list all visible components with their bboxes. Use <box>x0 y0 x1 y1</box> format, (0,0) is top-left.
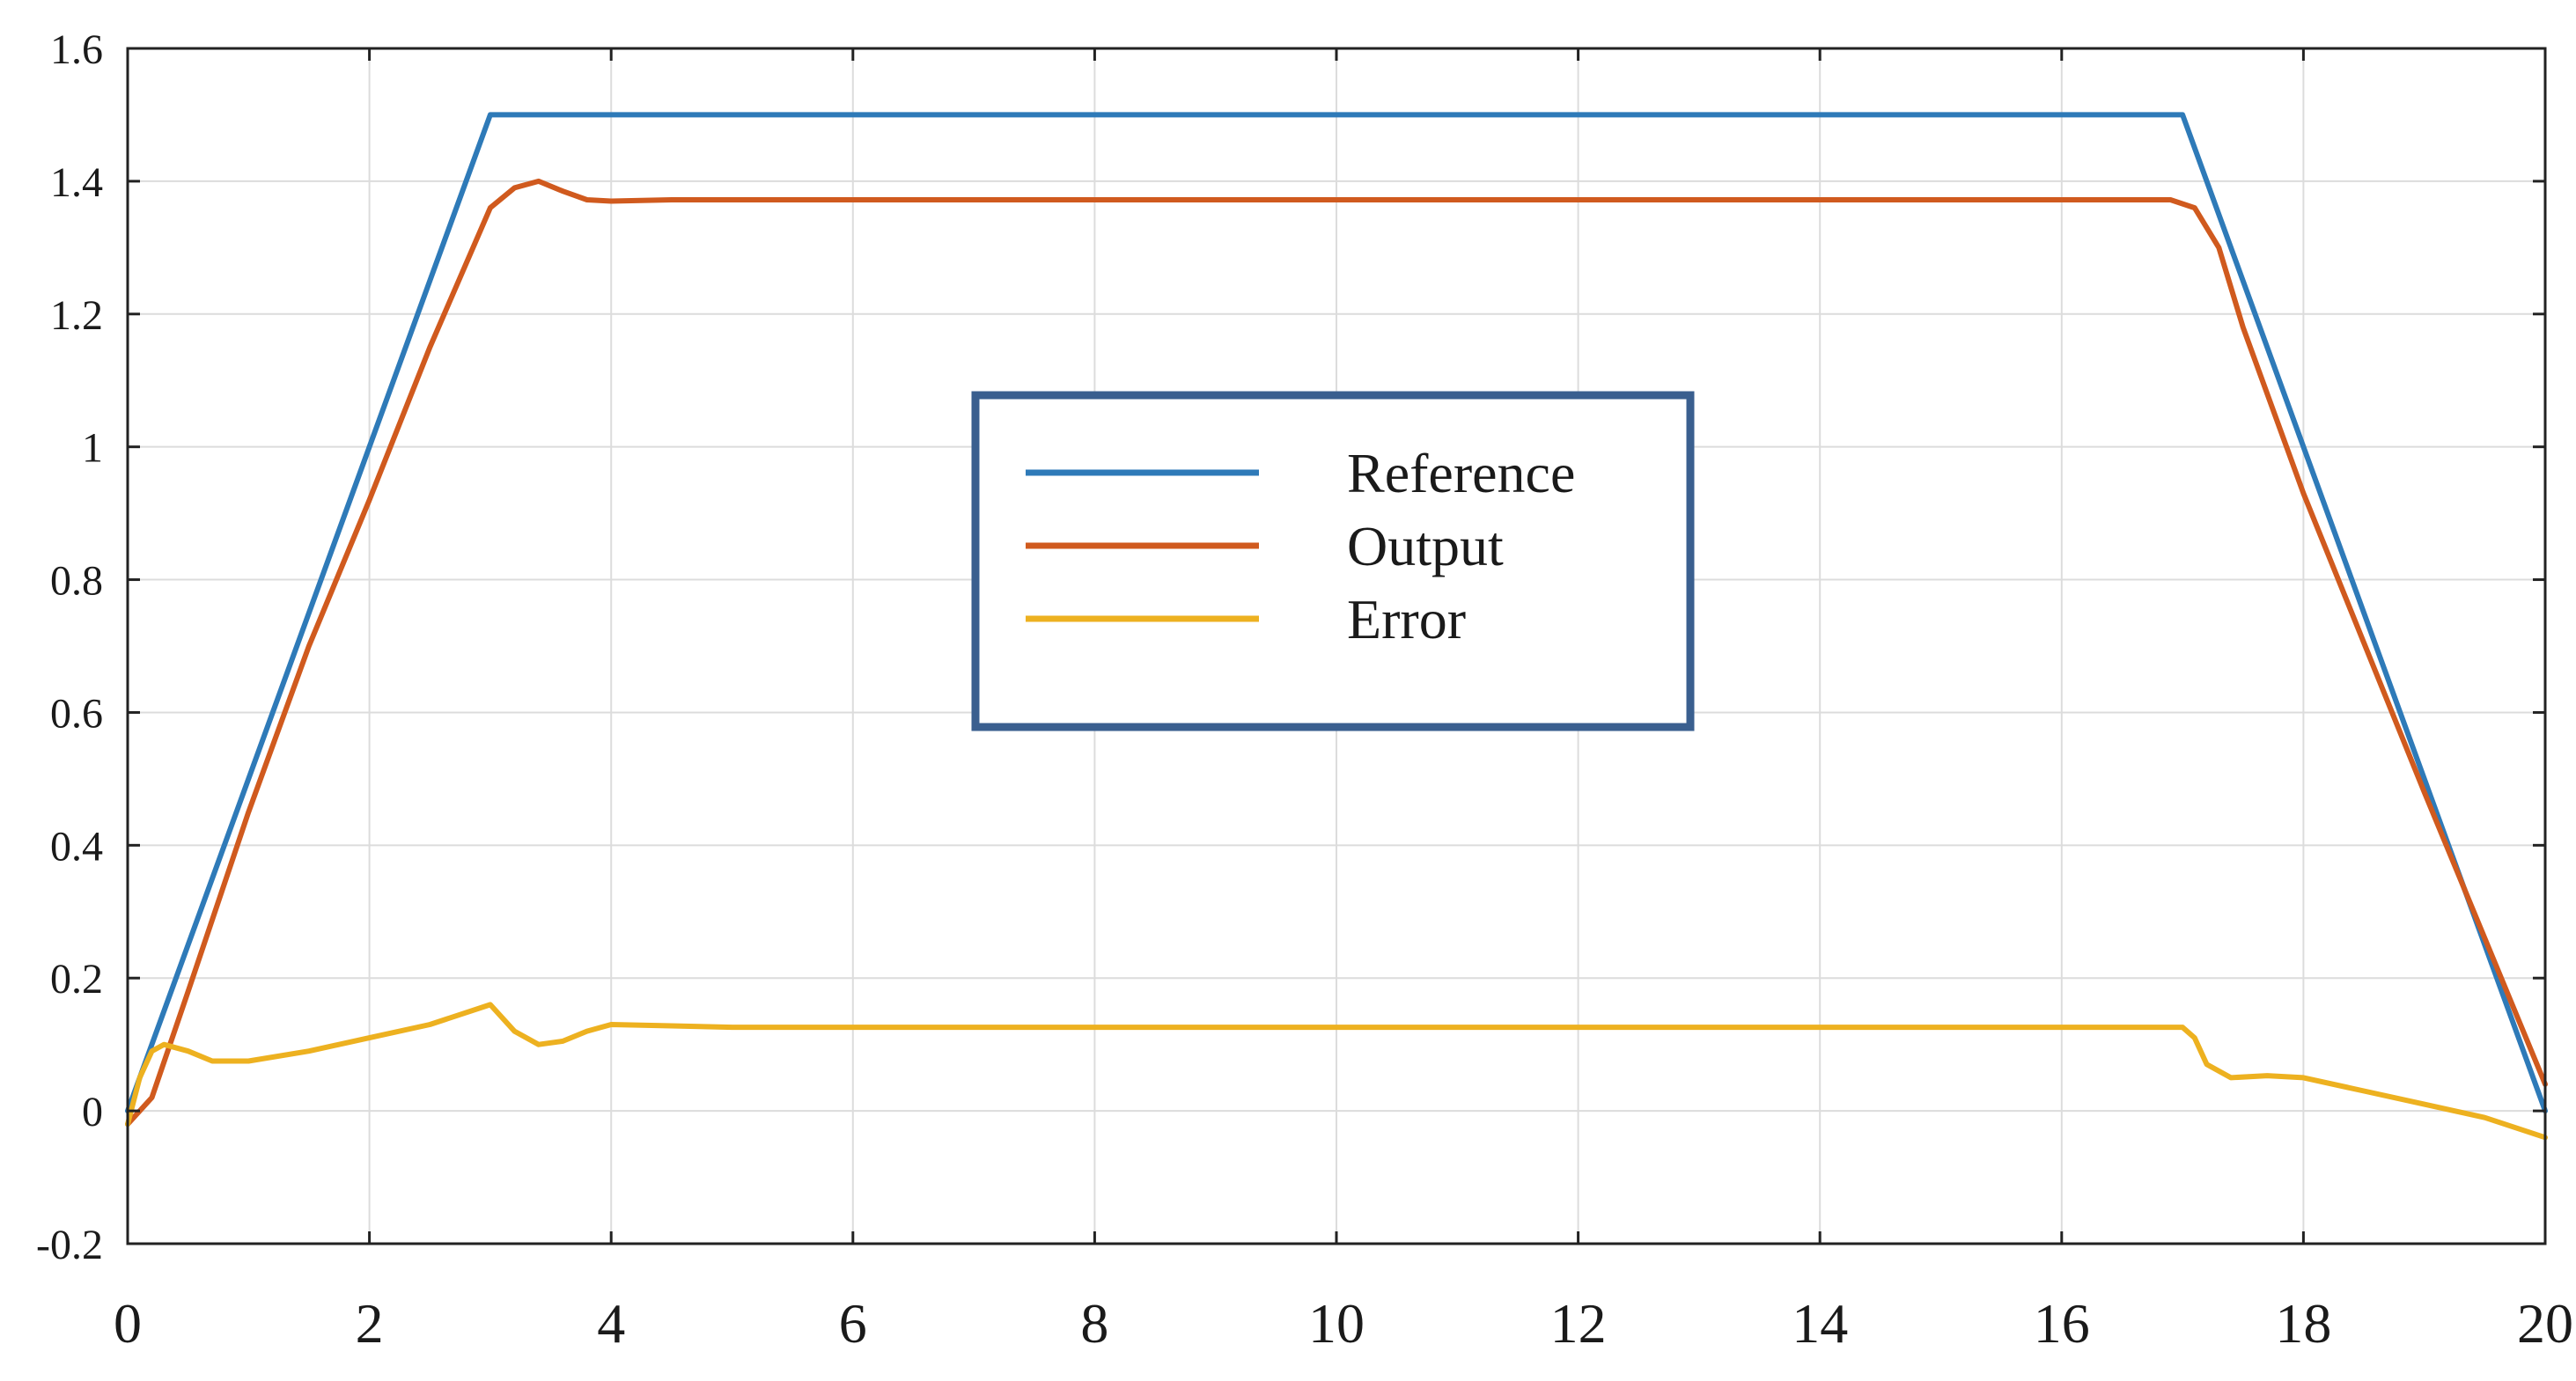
x-tick-label: 20 <box>2517 1292 2573 1355</box>
y-tick-label: 1 <box>82 425 103 472</box>
x-tick-label: 14 <box>1792 1292 1848 1355</box>
y-tick-label: 1.6 <box>50 26 103 73</box>
series-line-reference <box>125 112 2548 1114</box>
x-tick-label: 8 <box>1080 1292 1108 1355</box>
y-tick-label: 1.2 <box>50 292 103 339</box>
x-tick-label: 4 <box>597 1292 625 1355</box>
y-tick-label: 0.2 <box>50 956 103 1003</box>
tick-marks <box>126 47 2547 1245</box>
legend-label-reference: Reference <box>1347 442 1575 504</box>
y-tick-label: 0.4 <box>50 823 103 870</box>
y-tick-label: 0.6 <box>50 690 103 737</box>
x-tick-label: 18 <box>2275 1292 2331 1355</box>
y-tick-label: -0.2 <box>36 1222 103 1268</box>
x-tick-label: 16 <box>2034 1292 2090 1355</box>
x-tick-label: 0 <box>114 1292 142 1355</box>
series-group <box>125 112 2548 1141</box>
legend: Reference Output Error <box>971 391 1695 731</box>
x-tick-label: 6 <box>839 1292 867 1355</box>
x-tick-label: 10 <box>1308 1292 1365 1355</box>
legend-box <box>971 391 1695 731</box>
x-tick-label: 12 <box>1550 1292 1607 1355</box>
series-line-error <box>125 1002 2548 1141</box>
legend-label-error: Error <box>1347 588 1466 650</box>
y-tick-label: 0.8 <box>50 558 103 605</box>
y-tick-label: 0 <box>82 1089 103 1135</box>
legend-label-output: Output <box>1347 515 1504 577</box>
y-tick-label: 1.4 <box>50 159 103 206</box>
series-line-output <box>125 178 2548 1128</box>
x-tick-label: 2 <box>356 1292 384 1355</box>
